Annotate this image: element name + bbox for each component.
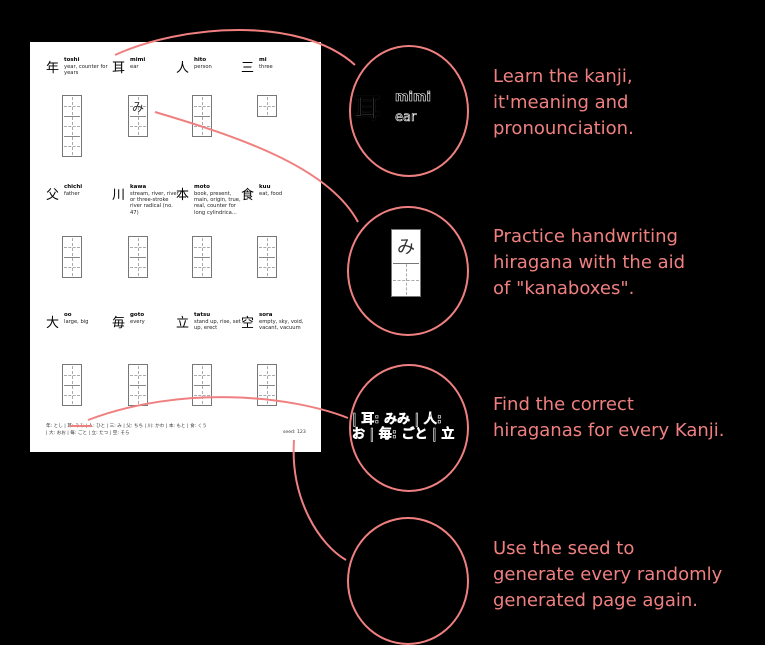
kanji-cell: 本 moto book, present, main, origin, true, …	[176, 184, 246, 299]
worksheet-page: 年 toshi year, counter for years 耳 mimi ear み 人 h…	[30, 42, 321, 452]
kanji-cell: 年 toshi year, counter for years	[46, 57, 116, 172]
kanji-reading: oo	[64, 312, 72, 318]
kanji-meaning: three	[259, 64, 273, 70]
kana-box	[192, 364, 212, 406]
kanji-cell: 人 hito person	[176, 57, 246, 172]
kanji-cell: 父 chichi father	[46, 184, 116, 299]
kanji-cell: 毎 goto every	[112, 312, 182, 427]
kana-box	[257, 236, 277, 278]
kanji-char: 本	[176, 188, 190, 203]
kanji-char: 人	[176, 61, 190, 76]
kanji-meaning: ear	[130, 64, 139, 70]
kana-box	[257, 95, 277, 117]
kanji-cell: 食 kuu eat, food	[241, 184, 311, 299]
kanji-reading: hito	[194, 57, 207, 63]
kanji-meaning: stream, river, river or three-stroke riv…	[130, 191, 179, 216]
seed-label: seed: 123	[283, 430, 306, 435]
kanji-char: 食	[241, 188, 255, 203]
kanji-meaning: year, counter for years	[64, 64, 108, 77]
kana-box	[62, 95, 82, 157]
zoom-answer-top: | 耳: みみ | 人:	[352, 412, 442, 427]
kanji-cell: 空 sora empty, sky, void, vacant, vacuum	[241, 312, 311, 427]
answer-key: 年: とし | 耳: みみ | 人: ひと | 三: み | 父: ちち | 川…	[46, 423, 276, 437]
zoom-circle-kanabox	[347, 206, 469, 336]
zoom-reading: mimi	[395, 90, 432, 106]
answer-key-line: | 大: おお | 毎: ごと | 立: たつ | 空: そら	[46, 431, 130, 436]
kanji-char: 年	[46, 61, 60, 76]
zoom-kana-box: み	[391, 229, 421, 297]
kanji-char: 川	[112, 188, 126, 203]
kanji-reading: toshi	[64, 57, 80, 63]
kana-box	[62, 236, 82, 278]
caption-find-hiraganas: Find the correct hiraganas for every Kan…	[493, 394, 725, 441]
kanji-reading: moto	[194, 184, 210, 190]
kanji-reading: mimi	[130, 57, 146, 63]
answer-key-line: 年: とし | 耳: みみ | 人: ひと | 三: み | 父: ちち | 川…	[46, 424, 207, 429]
zoom-circle-answers	[349, 364, 469, 492]
kana-box	[192, 236, 212, 278]
kana-hint: み	[131, 100, 144, 114]
zoom-kana: み	[397, 237, 415, 258]
kanji-char: 立	[176, 316, 190, 331]
kanji-meaning: person	[194, 64, 212, 70]
kanji-reading: mi	[259, 57, 267, 63]
kanji-char: 大	[46, 316, 60, 331]
caption-use-seed: Use the seed to generate every randomly …	[493, 538, 723, 611]
kanji-meaning: empty, sky, void, vacant, vacuum	[259, 319, 304, 332]
kanji-cell: 耳 mimi ear み	[112, 57, 182, 172]
kanji-cell: 大 oo large, big	[46, 312, 116, 427]
kanji-reading: sora	[259, 312, 273, 318]
kana-box	[128, 364, 148, 406]
kanji-cell: 立 tatsu stand up, rise, set up, erect	[176, 312, 246, 427]
zoom-meaning: ear	[395, 110, 417, 126]
zoom-kanji: 耳	[353, 94, 381, 125]
kanji-reading: tatsu	[194, 312, 211, 318]
kana-box	[257, 364, 277, 406]
kana-box	[62, 364, 82, 406]
kanji-char: 耳	[112, 61, 126, 76]
kanji-char: 空	[241, 316, 255, 331]
caption-practice-handwriting: Practice handwriting hiragana with the a…	[493, 226, 686, 299]
caption-learn-kanji: Learn the kanji, it'meaning and pronounc…	[493, 66, 634, 139]
connector-line-1	[114, 29, 356, 66]
kanji-char: 毎	[112, 316, 126, 331]
kanji-reading: kawa	[130, 184, 147, 190]
kanji-meaning: stand up, rise, set up, erect	[194, 319, 241, 332]
kanji-cell: 三 mi three	[241, 57, 311, 172]
connector-line-2	[154, 111, 359, 223]
kanji-char: 父	[46, 188, 60, 203]
connector-line-4	[292, 439, 347, 561]
kanji-meaning: father	[64, 191, 80, 197]
kanji-cell: 川 kawa stream, river, river or three-strok…	[112, 184, 182, 299]
zoom-answer-bottom: お | 毎: ごと | 立	[352, 427, 455, 442]
kanji-reading: goto	[130, 312, 145, 318]
kanji-meaning: every	[130, 319, 145, 325]
kanji-meaning: book, present, main, origin, true, real,…	[194, 191, 241, 216]
kanji-meaning: large, big	[64, 319, 89, 325]
kana-box	[128, 236, 148, 278]
kana-box: み	[128, 95, 148, 137]
zoom-circle-kanji	[349, 45, 469, 177]
zoom-circle-seed	[347, 517, 469, 645]
kanji-meaning: eat, food	[259, 191, 283, 197]
connector-line-3	[87, 396, 349, 421]
kanji-char: 三	[241, 61, 255, 76]
kana-box	[192, 95, 212, 137]
connector-lines	[70, 29, 359, 561]
kanji-reading: chichi	[64, 184, 83, 190]
kanji-reading: kuu	[259, 184, 271, 190]
